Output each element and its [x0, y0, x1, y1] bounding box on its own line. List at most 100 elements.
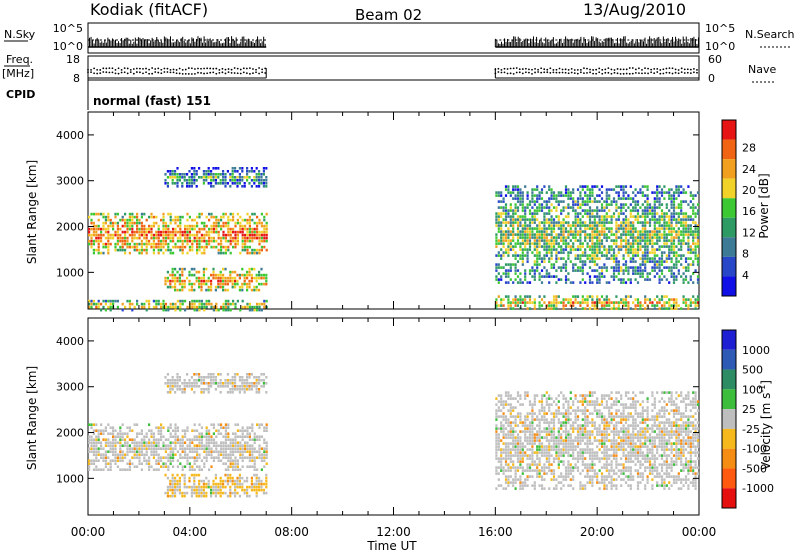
echo-cell: [651, 191, 654, 194]
echo-cell: [692, 197, 695, 200]
echo-cell: [176, 382, 179, 385]
echo-cell: [143, 435, 146, 438]
echo-cell: [234, 468, 237, 471]
echo-cell: [166, 276, 169, 280]
echo-cell: [632, 215, 635, 218]
echo-cell: [152, 215, 155, 219]
echo-cell: [224, 233, 227, 237]
echo-cell: [684, 230, 688, 233]
echo-cell: [217, 491, 220, 495]
echo-cell: [684, 257, 688, 260]
echo-cell: [656, 218, 659, 221]
echo-cell: [104, 456, 107, 459]
echo-cell: [198, 494, 201, 498]
echo-cell: [622, 257, 625, 260]
echo-cell: [210, 302, 213, 306]
echo-cell: [121, 450, 124, 453]
echo-cell: [545, 203, 548, 206]
echo-cell: [229, 233, 232, 237]
echo-cell: [205, 224, 208, 228]
echo-cell: [186, 491, 189, 495]
echo-cell: [188, 462, 191, 465]
echo-cell: [205, 245, 208, 249]
echo-cell: [188, 476, 191, 480]
echo-cell: [694, 304, 697, 307]
echo-cell: [181, 382, 184, 385]
echo-cell: [248, 224, 251, 228]
echo-cell: [672, 254, 676, 257]
echo-cell: [632, 197, 635, 200]
nave-point: [650, 71, 653, 74]
echo-cell: [682, 295, 685, 298]
echo-cell: [497, 394, 500, 397]
echo-cell: [576, 203, 580, 206]
echo-cell: [191, 465, 194, 468]
echo-cell: [193, 173, 196, 176]
echo-cell: [500, 233, 503, 236]
echo-cell: [596, 221, 599, 224]
echo-cell: [116, 221, 119, 225]
echo-cell: [531, 269, 534, 272]
echo-cell: [670, 197, 673, 200]
echo-cell: [227, 423, 230, 426]
echo-cell: [581, 185, 584, 188]
echo-cell: [88, 441, 91, 444]
echo-cell: [143, 236, 146, 240]
echo-cell: [133, 441, 136, 444]
echo-cell: [516, 200, 520, 203]
echo-cell: [215, 215, 218, 219]
nave-point: [203, 72, 205, 75]
echo-cell: [220, 459, 223, 462]
echo-cell: [188, 273, 191, 277]
echo-cell: [512, 227, 515, 230]
echo-cell: [641, 263, 644, 266]
echo-cell: [512, 197, 515, 200]
echo-cell: [569, 260, 572, 263]
echo-cell: [620, 209, 623, 212]
echo-cell: [157, 426, 160, 429]
echo-cell: [107, 456, 110, 459]
echo-cell: [162, 426, 165, 429]
echo-cell: [629, 197, 632, 200]
echo-cell: [157, 429, 160, 432]
echo-cell: [574, 295, 577, 298]
echo-cell: [636, 272, 640, 275]
echo-cell: [215, 302, 218, 306]
echo-cell: [88, 230, 91, 234]
echo-cell: [200, 382, 203, 385]
echo-cell: [172, 465, 175, 468]
echo-cell: [179, 236, 182, 240]
echo-cell: [95, 423, 98, 426]
echo-cell: [124, 224, 127, 228]
echo-cell: [193, 479, 196, 483]
echo-cell: [200, 441, 203, 444]
nave-point: [586, 71, 588, 74]
echo-cell: [588, 206, 592, 209]
echo-cell: [231, 379, 234, 382]
echo-cell: [178, 173, 181, 176]
echo-cell: [524, 275, 527, 278]
echo-cell: [596, 224, 599, 227]
echo-cell: [588, 200, 592, 203]
echo-cell: [256, 468, 259, 471]
echo-cell: [164, 179, 167, 182]
nave-point: [668, 67, 671, 69]
echo-cell: [615, 209, 618, 212]
echo-cell: [193, 282, 196, 286]
echo-cell: [241, 379, 244, 382]
echo-cell: [229, 456, 232, 459]
echo-cell: [258, 391, 261, 394]
echo-cell: [253, 376, 256, 379]
echo-cell: [256, 221, 259, 225]
echo-cell: [208, 432, 211, 435]
echo-cell: [526, 230, 529, 233]
echo-cell: [680, 263, 683, 266]
echo-cell: [502, 242, 505, 245]
echo-cell: [660, 260, 664, 263]
echo-cell: [169, 456, 172, 459]
echo-cell: [198, 279, 201, 283]
echo-cell: [627, 278, 630, 281]
echo-cell: [512, 236, 515, 239]
nave-point: [638, 67, 640, 70]
echo-cell: [629, 242, 632, 245]
